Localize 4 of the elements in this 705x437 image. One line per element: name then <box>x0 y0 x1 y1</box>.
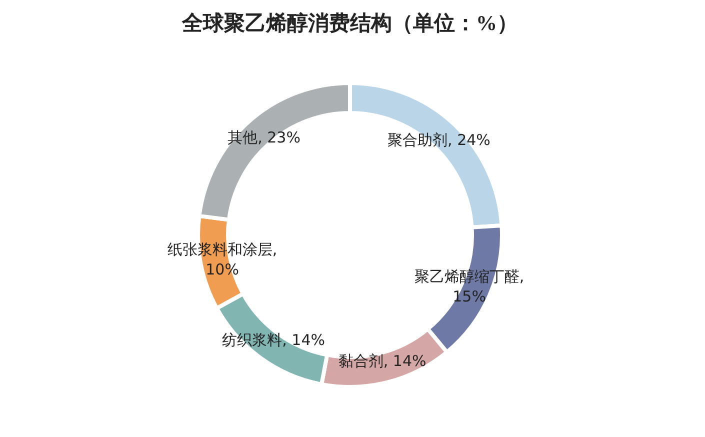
slice-label: 聚合助剂, 24% <box>388 131 490 150</box>
slice-label: 黏合剂, 14% <box>338 352 426 370</box>
slice-label: 其他, 23% <box>228 128 300 146</box>
chart-title: 全球聚乙烯醇消费结构（单位：%） <box>181 11 518 35</box>
